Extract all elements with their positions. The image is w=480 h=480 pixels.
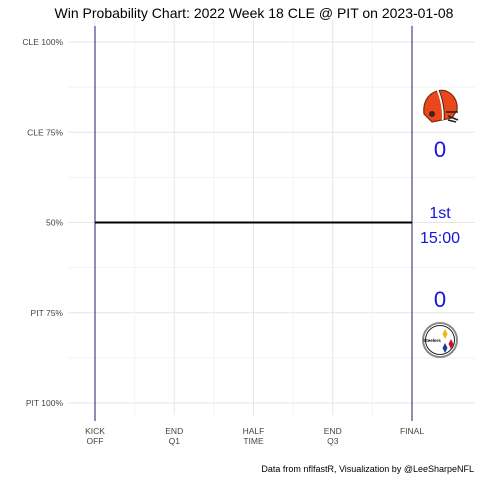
x-tick-label: FINAL — [400, 426, 424, 436]
y-tick-label: CLE 100% — [22, 37, 63, 47]
chart-title: Win Probability Chart: 2022 Week 18 CLE … — [55, 5, 454, 21]
y-tick-label: PIT 75% — [31, 308, 64, 318]
x-tick-label: END Q1 — [165, 426, 183, 446]
grid — [68, 20, 475, 415]
game-quarter: 1st — [429, 205, 451, 222]
pit-score: 0 — [434, 287, 446, 312]
x-tick-label: HALF TIME — [243, 426, 265, 446]
y-axis: CLE 100% CLE 75% 50% PIT 75% PIT 100% — [22, 37, 63, 408]
svg-text:Steelers: Steelers — [423, 338, 441, 343]
chart-caption: Data from nflfastR, Visualization by @Le… — [261, 464, 474, 474]
x-axis: KICK OFF END Q1 HALF TIME END Q3 FINAL — [85, 426, 424, 446]
pittsburgh-steelers-logo: Steelers — [422, 322, 458, 358]
y-tick-label: 50% — [46, 218, 63, 228]
x-tick-label: END Q3 — [324, 426, 342, 446]
y-tick-label: PIT 100% — [26, 398, 64, 408]
cle-score: 0 — [434, 137, 446, 162]
x-tick-label: KICK OFF — [85, 426, 105, 446]
game-clock: 15:00 — [420, 230, 460, 247]
y-tick-label: CLE 75% — [27, 127, 63, 137]
cleveland-browns-helmet-logo — [423, 89, 459, 123]
